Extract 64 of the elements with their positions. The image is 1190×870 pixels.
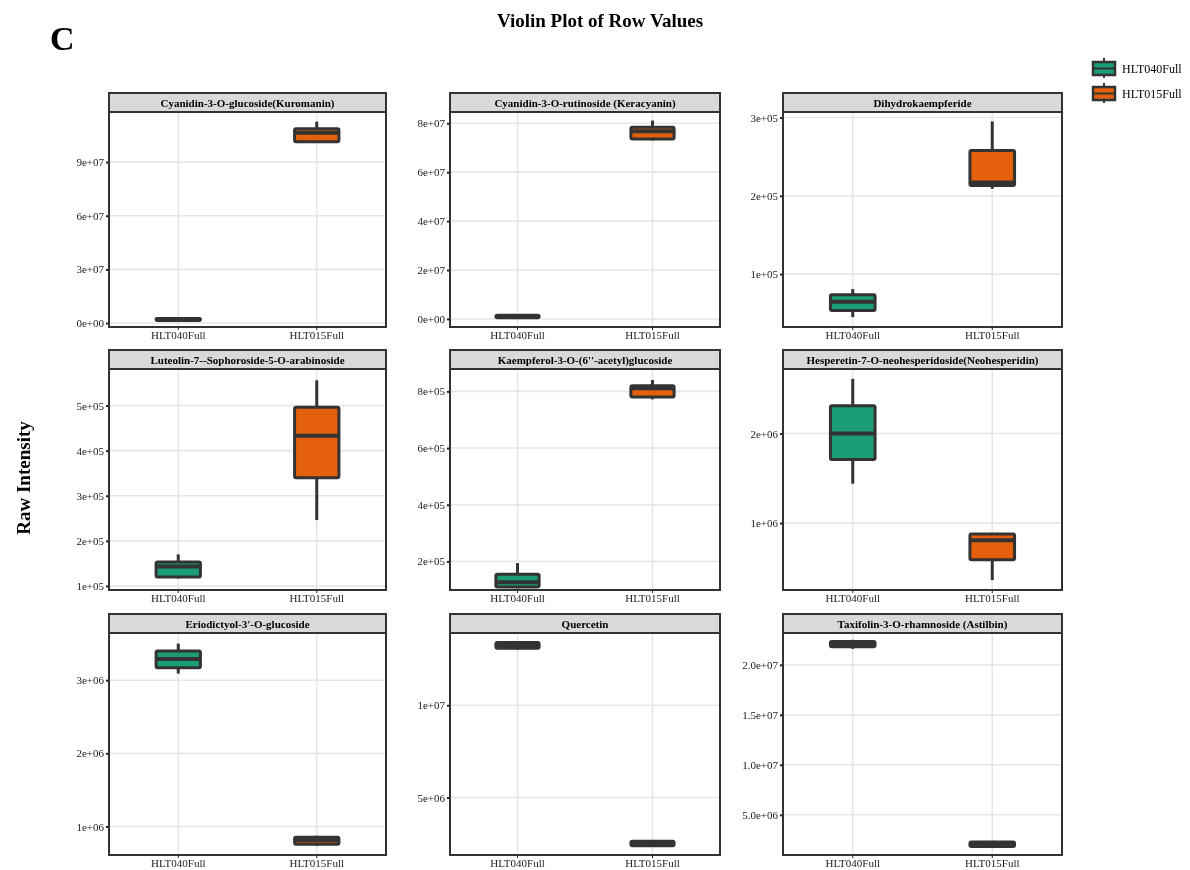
y-tick-label: 1e+06 bbox=[750, 517, 779, 530]
text: Raw Intensity bbox=[13, 420, 34, 535]
y-tick-label: 1.5e+07 bbox=[742, 708, 779, 721]
y-tick-label: 3e+07 bbox=[76, 263, 105, 276]
y-tick-label: 1e+05 bbox=[76, 579, 105, 592]
y-tick-label: 6e+05 bbox=[417, 442, 446, 455]
y-tick-label: 2e+06 bbox=[750, 427, 779, 440]
text: C bbox=[50, 20, 75, 57]
text: Violin Plot of Row Values bbox=[496, 10, 704, 31]
x-tick-label: HLT040Full bbox=[150, 591, 206, 604]
y-tick-label: 2e+07 bbox=[417, 264, 446, 277]
x-tick-label: HLT015Full bbox=[289, 328, 345, 341]
chart-title: Eriodictyol-3'-O-glucoside bbox=[185, 618, 310, 630]
legend-label: HLT040Full bbox=[1122, 62, 1183, 76]
x-tick-label: HLT040Full bbox=[490, 328, 545, 341]
chart-title: Hesperetin-7-O-neohesperidoside(Neohesperidin) bbox=[806, 354, 1039, 367]
y-tick-label: 5.0e+06 bbox=[742, 808, 779, 821]
y-tick-label: 3e+05 bbox=[750, 111, 779, 124]
x-tick-label: HLT015Full bbox=[289, 591, 345, 604]
y-tick-label: 1e+05 bbox=[750, 268, 779, 281]
y-tick-label: 1e+06 bbox=[76, 820, 105, 833]
y-tick-label: 5e+06 bbox=[417, 791, 446, 804]
x-tick-label: HLT040Full bbox=[150, 328, 206, 341]
x-tick-label: HLT040Full bbox=[490, 856, 545, 869]
x-tick-label: HLT040Full bbox=[150, 856, 206, 869]
y-tick-label: 2e+05 bbox=[76, 534, 105, 547]
x-tick-label: HLT015Full bbox=[625, 591, 680, 604]
y-tick-label: 2e+05 bbox=[417, 555, 446, 568]
x-tick-label: HLT040Full bbox=[825, 328, 881, 341]
x-tick-label: HLT015Full bbox=[964, 856, 1020, 869]
y-tick-label: 1.0e+07 bbox=[742, 758, 779, 771]
y-tick-label: 2.0e+07 bbox=[742, 658, 779, 671]
chart-title: Quercetin bbox=[561, 618, 609, 630]
y-tick-label: 4e+07 bbox=[417, 215, 446, 228]
x-tick-label: HLT040Full bbox=[490, 591, 545, 604]
x-tick-label: HLT015Full bbox=[964, 591, 1020, 604]
x-tick-label: HLT015Full bbox=[625, 856, 680, 869]
y-tick-label: 0e+00 bbox=[76, 317, 105, 330]
chart-title: Cyanidin-3-O-glucoside(Kuromanin) bbox=[160, 97, 335, 110]
x-tick-label: HLT015Full bbox=[625, 328, 680, 341]
chart-title: Taxifolin-3-O-rhamnoside (Astilbin) bbox=[837, 618, 1008, 631]
y-tick-label: 6e+07 bbox=[76, 209, 105, 222]
y-tick-label: 8e+07 bbox=[417, 117, 446, 130]
y-tick-label: 3e+05 bbox=[76, 489, 105, 502]
y-tick-label: 2e+06 bbox=[76, 747, 105, 760]
y-tick-label: 0e+00 bbox=[417, 312, 446, 325]
chart-title: Cyanidin-3-O-rutinoside (Keracyanin) bbox=[494, 97, 676, 110]
y-tick-label: 2e+05 bbox=[750, 189, 779, 202]
legend-label: HLT015Full bbox=[1122, 87, 1183, 101]
chart-title: Kaempferol-3-O-(6''-acetyl)glucoside bbox=[497, 354, 673, 367]
y-tick-label: 4e+05 bbox=[76, 444, 105, 457]
y-tick-label: 4e+05 bbox=[417, 498, 446, 511]
y-tick-label: 6e+07 bbox=[417, 166, 446, 179]
y-tick-label: 3e+06 bbox=[76, 674, 105, 687]
x-tick-label: HLT015Full bbox=[289, 856, 345, 869]
y-tick-label: 5e+05 bbox=[76, 399, 105, 412]
y-tick-label: 9e+07 bbox=[76, 156, 105, 169]
chart-title: Luteolin-7--Sophoroside-5-O-arabinoside bbox=[150, 354, 345, 366]
x-tick-label: HLT040Full bbox=[825, 591, 881, 604]
y-tick-label: 1e+07 bbox=[417, 699, 446, 712]
x-tick-label: HLT015Full bbox=[964, 328, 1020, 341]
x-tick-label: HLT040Full bbox=[825, 856, 881, 869]
y-tick-label: 8e+05 bbox=[417, 385, 446, 398]
chart-title: Dihydrokaempferide bbox=[873, 97, 972, 109]
